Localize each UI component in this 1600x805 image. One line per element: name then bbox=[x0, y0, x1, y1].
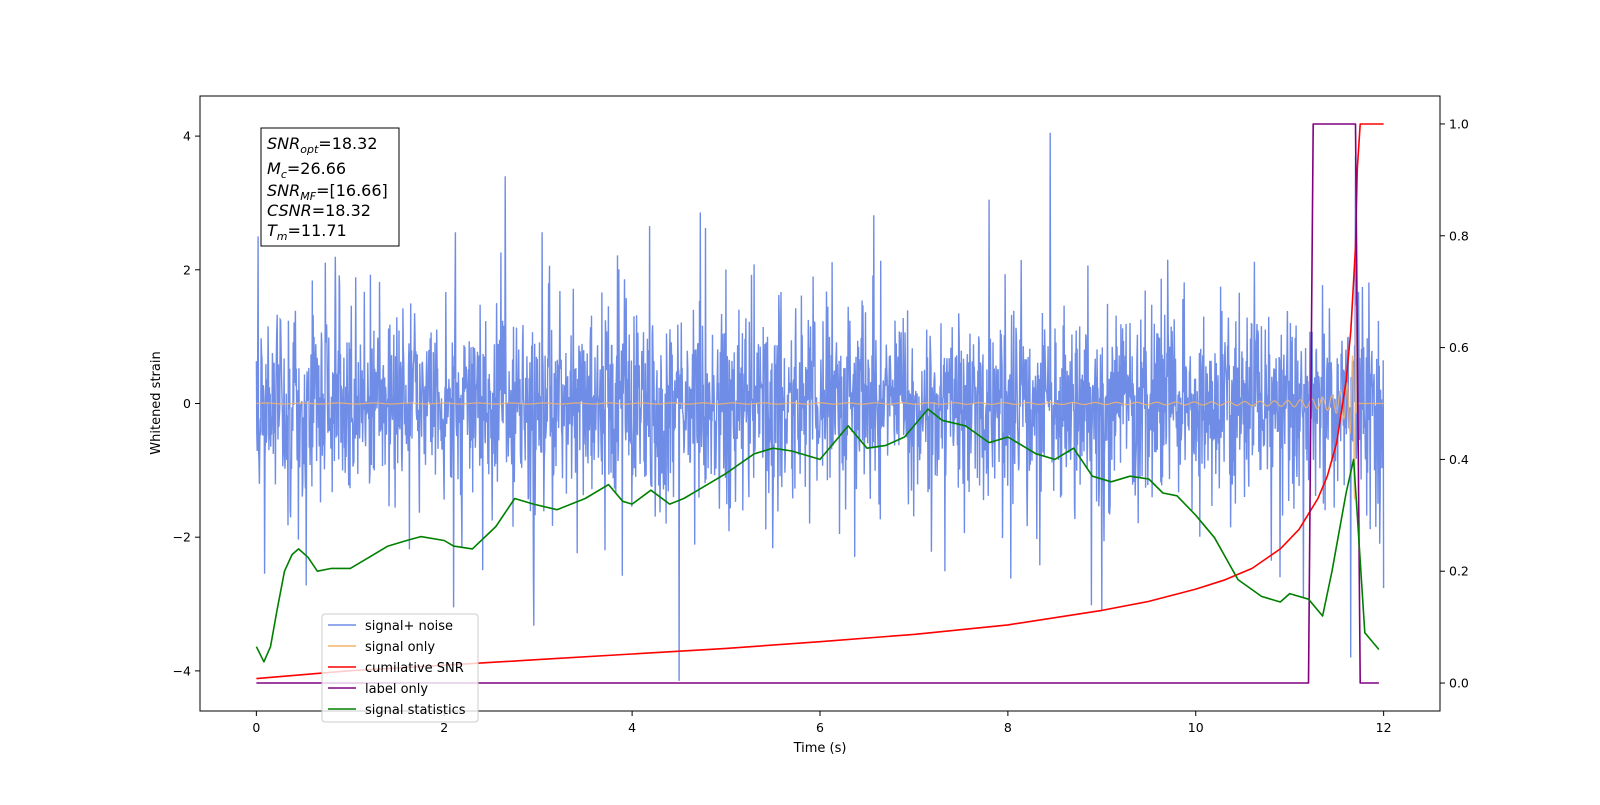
legend: signal+ noise signal only cumilative SNR… bbox=[321, 613, 479, 723]
y-right-tick-label: 1.0 bbox=[1449, 116, 1469, 131]
legend-label-signal-statistics: signal statistics bbox=[365, 703, 466, 718]
series-layer bbox=[255, 123, 1385, 684]
x-tick-label: 0 bbox=[252, 720, 260, 735]
y-right-tick-label: 0.6 bbox=[1449, 340, 1469, 355]
y-left-tick-label: −4 bbox=[173, 663, 191, 678]
y-left-tick-label: 4 bbox=[183, 129, 191, 144]
series-cumilative-snr bbox=[256, 123, 1384, 680]
legend-frame bbox=[321, 613, 479, 723]
ticks-layer: 0 2 4 6 8 10 12 −4 −2 0 2 4 0.0 0.2 0.4 0.6 0.8 1.0 bbox=[173, 116, 1469, 735]
legend-label-label-only: label only bbox=[365, 682, 428, 697]
stats-line-mc: Mc=26.66 bbox=[267, 159, 346, 181]
series-label-only bbox=[256, 123, 1379, 684]
stats-line-snr-mf: SNRMF=[16.66] bbox=[267, 181, 388, 203]
x-tick-label: 12 bbox=[1376, 720, 1392, 735]
series-signal-only bbox=[256, 305, 1384, 500]
legend-label-signal-noise: signal+ noise bbox=[365, 619, 453, 634]
y-right-tick-label: 0.8 bbox=[1449, 228, 1469, 243]
stats-box-frame bbox=[260, 127, 400, 247]
series-signal-statistics bbox=[255, 408, 1380, 663]
y-left-tick-label: −2 bbox=[173, 530, 191, 545]
legend-label-cumulative-snr: cumilative SNR bbox=[365, 661, 464, 676]
stats-line-tm: Tm=11.71 bbox=[267, 221, 347, 243]
y-left-tick-label: 2 bbox=[183, 262, 191, 277]
y-right-tick-label: 0.2 bbox=[1449, 564, 1469, 579]
x-tick-label: 10 bbox=[1188, 720, 1204, 735]
x-tick-label: 2 bbox=[440, 720, 448, 735]
series-signal-noise bbox=[255, 132, 1385, 681]
y-right-tick-label: 0.4 bbox=[1449, 452, 1469, 467]
x-tick-label: 6 bbox=[816, 720, 824, 735]
stats-box: SNRopt=18.32 Mc=26.66 SNRMF=[16.66] CSNR… bbox=[260, 127, 400, 247]
stats-line-csnr: CSNR=18.32 bbox=[267, 201, 371, 220]
x-tick-label: 8 bbox=[1004, 720, 1012, 735]
y-right-tick-label: 0.0 bbox=[1449, 676, 1469, 691]
y-axis-label: Whitened strain bbox=[149, 351, 164, 454]
legend-label-signal-only: signal only bbox=[365, 640, 435, 655]
y-left-tick-label: 0 bbox=[183, 396, 191, 411]
stats-line-snr-opt: SNRopt=18.32 bbox=[267, 134, 378, 156]
x-tick-label: 4 bbox=[628, 720, 636, 735]
x-axis-label: Time (s) bbox=[793, 741, 847, 756]
